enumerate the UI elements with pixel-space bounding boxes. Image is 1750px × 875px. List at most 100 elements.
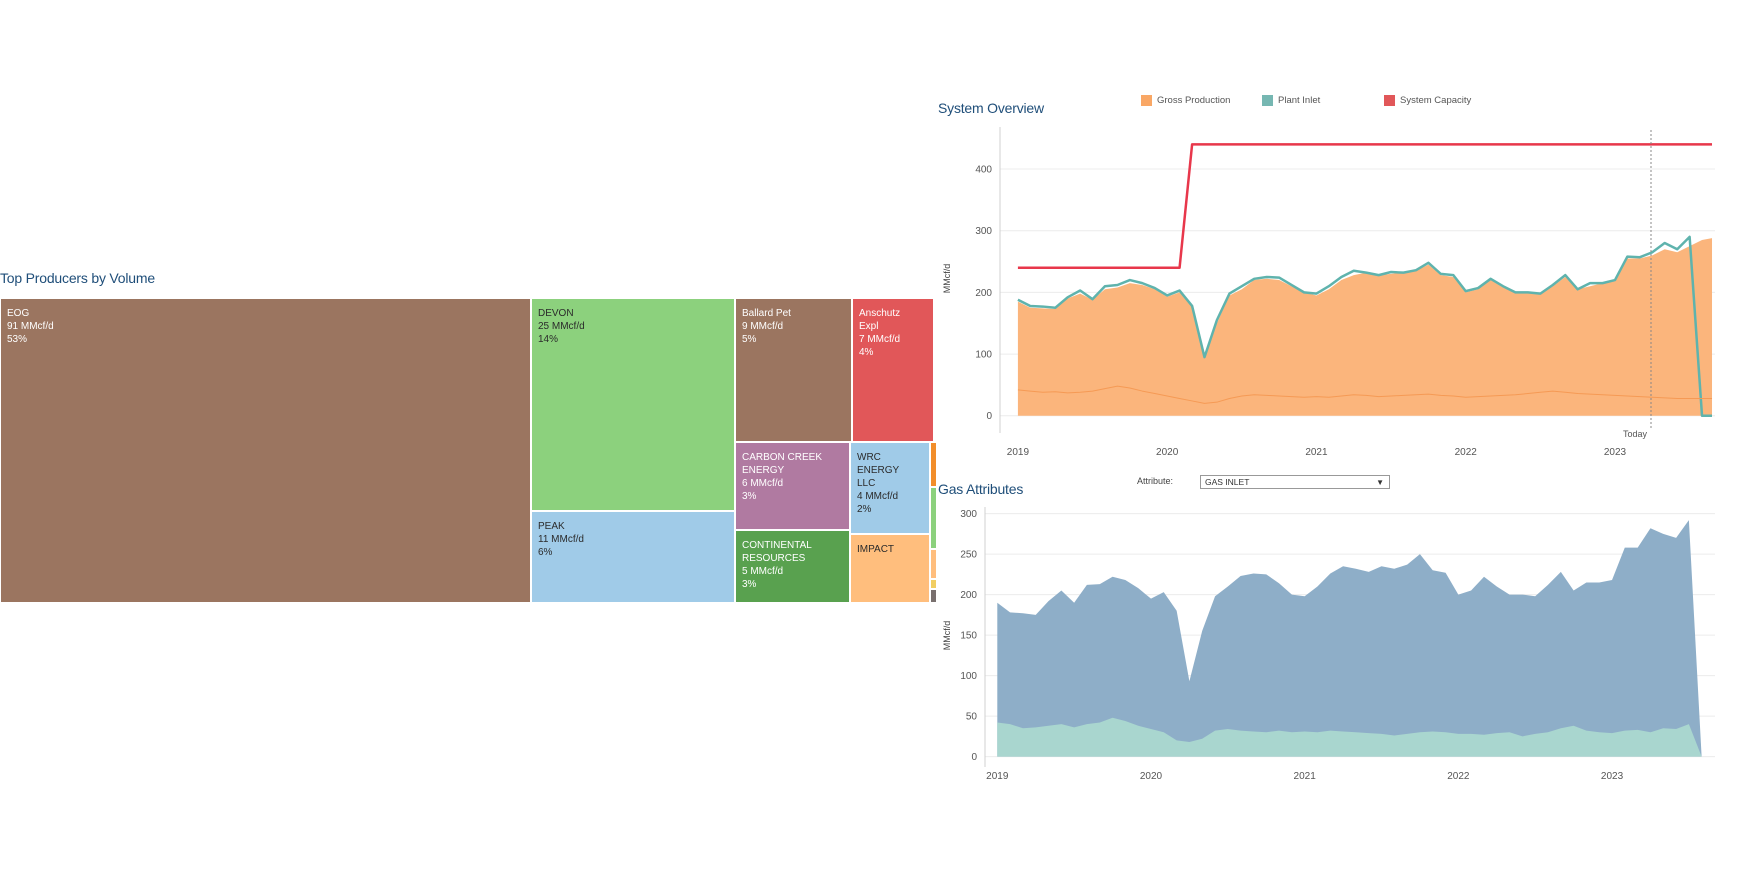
treemap-label-line: Expl (859, 321, 879, 332)
treemap-cell[interactable] (930, 579, 937, 589)
y-tick-label: 0 (986, 411, 992, 422)
system-capacity-label: System Capacity (1400, 95, 1472, 106)
treemap-label-line: Ballard Pet (742, 308, 791, 319)
treemap-label-line: 25 MMcf/d (538, 321, 585, 332)
system-capacity-line (1017, 143, 1713, 269)
legend-gross-production[interactable]: Gross Production (1141, 95, 1230, 106)
y-tick-label: 50 (966, 712, 978, 723)
y-tick-label: 300 (960, 509, 977, 520)
y-tick-label: 150 (960, 631, 977, 642)
x-tick-label: 2023 (1604, 447, 1627, 458)
treemap-cell[interactable]: WRC ENERGY LLC 4 MMcf/d 2% (850, 442, 930, 534)
treemap-cell-label: EOG 91 MMcf/d 53% (7, 307, 54, 346)
treemap-label-line: 4 MMcf/d (857, 491, 899, 502)
treemap-label-line: CARBON CREEK (742, 452, 823, 463)
treemap-label-line: 53% (7, 334, 28, 345)
treemap-cell[interactable]: Ballard Pet 9 MMcf/d 5% (735, 298, 852, 442)
treemap-cell-label: CARBON CREEK ENERGY 6 MMcf/d 3% (742, 451, 822, 503)
treemap-label-line: 3% (742, 579, 757, 590)
y-axis-label: MMcf/d (942, 621, 952, 651)
x-tick-label: 2019 (986, 771, 1009, 782)
x-tick-label: 2022 (1447, 771, 1470, 782)
attribute-dropdown[interactable]: GAS INLET ▼ (1200, 475, 1390, 489)
gas-attributes-title: Gas Attributes (938, 481, 1024, 497)
treemap-cell-label: PEAK 11 MMcf/d 6% (538, 520, 584, 559)
y-tick-label: 100 (960, 671, 977, 682)
treemap-label-line: 7 MMcf/d (859, 334, 901, 345)
treemap-label-line: 2% (857, 504, 872, 515)
gross-production-area (1017, 238, 1713, 416)
treemap-label-line: 9 MMcf/d (742, 321, 784, 332)
treemap-title: Top Producers by Volume (0, 270, 155, 286)
plant-inlet-line (1017, 235, 1713, 417)
treemap-cell[interactable] (930, 487, 937, 549)
treemap-cell[interactable]: CARBON CREEK ENERGY 6 MMcf/d 3% (735, 442, 850, 530)
x-tick-label: 2022 (1455, 447, 1478, 458)
treemap-label-line: 14% (538, 334, 559, 345)
treemap-label-line: PEAK (538, 521, 565, 532)
treemap-label-line: IMPACT (857, 544, 895, 555)
treemap-cell[interactable]: EOG 91 MMcf/d 53% (0, 298, 531, 603)
system-overview-chart: 0 100 200 300 400 2019 2020 2021 2022 2023 MMcf/d T… (942, 127, 1715, 458)
treemap-label-line: 91 MMcf/d (7, 321, 54, 332)
treemap-label-line: LLC (857, 478, 876, 489)
treemap-cell[interactable]: DEVON 25 MMcf/d 14% (531, 298, 735, 511)
treemap-label-line: Anschutz (859, 308, 901, 319)
legend-system-capacity[interactable]: System Capacity (1384, 95, 1471, 106)
treemap-cell[interactable]: PEAK 11 MMcf/d 6% (531, 511, 735, 603)
treemap-label-line: ENERGY (742, 465, 785, 476)
y-axis-label: MMcf/d (942, 264, 952, 294)
treemap-label-line: ENERGY (857, 465, 900, 476)
y-tick-label: 0 (971, 752, 977, 763)
chevron-down-icon: ▼ (1376, 478, 1384, 487)
today-label: Today (1623, 429, 1648, 439)
treemap-label-line: 3% (742, 491, 757, 502)
treemap-cell[interactable]: CONTINENTAL RESOURCES 5 MMcf/d 3% (735, 530, 850, 603)
y-tick-label: 200 (960, 590, 977, 601)
gross-production-label: Gross Production (1157, 95, 1231, 106)
y-tick-label: 100 (975, 350, 992, 361)
treemap-cell-label: CONTINENTAL RESOURCES 5 MMcf/d 3% (742, 539, 812, 591)
treemap-label-line: WRC (857, 452, 881, 463)
y-tick-label: 400 (975, 165, 992, 176)
attribute-label: Attribute: (1137, 476, 1174, 486)
treemap-label-line: 6% (538, 547, 553, 558)
system-overview-title: System Overview (938, 100, 1044, 116)
plant-inlet-label: Plant Inlet (1278, 95, 1321, 106)
treemap-cell-label: Ballard Pet 9 MMcf/d 5% (742, 307, 791, 346)
treemap-label-line: RESOURCES (742, 553, 806, 564)
treemap-label-line: 11 MMcf/d (538, 534, 584, 545)
treemap-cell[interactable] (930, 549, 937, 579)
gas-inlet-area (997, 520, 1702, 757)
treemap-cell-label: DEVON 25 MMcf/d 14% (538, 307, 585, 346)
x-tick-label: 2023 (1601, 771, 1624, 782)
treemap-label-line: 6 MMcf/d (742, 478, 784, 489)
treemap-cell[interactable]: IMPACT (850, 534, 930, 603)
system-capacity-swatch (1384, 95, 1395, 106)
x-tick-label: 2020 (1156, 447, 1179, 458)
treemap-label-line: DEVON (538, 308, 574, 319)
treemap-cell[interactable] (930, 589, 937, 603)
y-tick-label: 250 (960, 550, 977, 561)
treemap-label-line: 5 MMcf/d (742, 566, 784, 577)
secondary-line (1017, 385, 1713, 404)
plant-inlet-swatch (1262, 95, 1273, 106)
x-tick-label: 2021 (1305, 447, 1328, 458)
x-tick-label: 2020 (1140, 771, 1163, 782)
x-tick-label: 2021 (1294, 771, 1317, 782)
treemap-label-line: 4% (859, 347, 874, 358)
treemap-cell-label: Anschutz Expl 7 MMcf/d 4% (859, 307, 900, 359)
treemap-cell[interactable] (930, 442, 937, 487)
treemap-label-line: CONTINENTAL (742, 540, 812, 551)
x-tick-label: 2019 (1007, 447, 1030, 458)
gross-production-swatch (1141, 95, 1152, 106)
y-tick-label: 300 (975, 226, 992, 237)
y-tick-label: 200 (975, 288, 992, 299)
treemap-cell[interactable]: Anschutz Expl 7 MMcf/d 4% (852, 298, 934, 442)
attribute-dropdown-value: GAS INLET (1205, 477, 1250, 487)
gas-secondary-area (997, 717, 1702, 757)
treemap-label-line: EOG (7, 308, 30, 319)
treemap-cell-label: WRC ENERGY LLC 4 MMcf/d 2% (857, 451, 899, 516)
legend-plant-inlet[interactable]: Plant Inlet (1262, 95, 1320, 106)
treemap-label-line: 5% (742, 334, 757, 345)
